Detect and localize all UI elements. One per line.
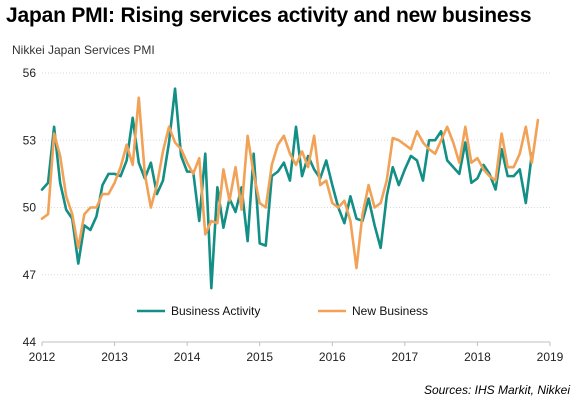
x-axis bbox=[41, 341, 551, 346]
y-tick-label: 56 bbox=[23, 66, 37, 80]
x-axis-ticks: 2012 2013 2014 2015 2016 2017 2018 2019 bbox=[29, 350, 564, 364]
x-tick-label: 2017 bbox=[392, 350, 419, 364]
grid-lines bbox=[42, 72, 550, 276]
x-tick-label: 2012 bbox=[29, 350, 56, 364]
chart-title: Japan PMI: Rising services activity and … bbox=[6, 4, 532, 27]
x-tick-label: 2015 bbox=[246, 350, 273, 364]
y-tick-label: 50 bbox=[23, 201, 37, 215]
x-tick-label: 2016 bbox=[319, 350, 346, 364]
legend: Business Activity New Business bbox=[137, 304, 428, 318]
legend-label-new-business: New Business bbox=[352, 304, 428, 318]
x-tick-label: 2014 bbox=[174, 350, 201, 364]
source-note: Sources: IHS Markit, Nikkei bbox=[423, 383, 570, 397]
new-business-line bbox=[40, 96, 540, 270]
series-lines bbox=[40, 87, 540, 290]
legend-label-business-activity: Business Activity bbox=[171, 304, 260, 318]
y-tick-label: 47 bbox=[23, 268, 37, 282]
y-axis-ticks: 44 47 50 53 56 bbox=[23, 66, 37, 349]
chart-subtitle: Nikkei Japan Services PMI bbox=[12, 43, 155, 57]
x-tick-label: 2018 bbox=[464, 350, 491, 364]
x-tick-label: 2019 bbox=[537, 350, 564, 364]
y-tick-label: 44 bbox=[23, 335, 37, 349]
business-activity-line bbox=[40, 87, 534, 290]
y-tick-label: 53 bbox=[23, 133, 37, 147]
x-tick-label: 2013 bbox=[101, 350, 128, 364]
